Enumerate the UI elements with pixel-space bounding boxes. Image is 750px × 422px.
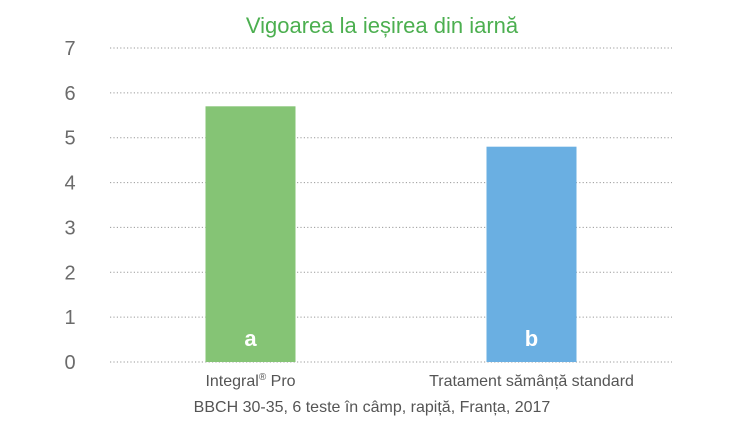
y-tick-label: 5 (64, 128, 75, 150)
x-axis-labels: Integral® Pro Tratament sămânță standard (205, 372, 633, 390)
y-axis-ticks: 0 1 2 3 4 5 6 7 (64, 38, 75, 374)
y-tick-label: 4 (64, 173, 75, 195)
bar (486, 146, 577, 362)
x-axis-label: BBCH 30-35, 6 teste în câmp, rapiță, Fra… (194, 399, 551, 416)
x-tick-label: Tratament sămânță standard (429, 373, 634, 390)
bar (205, 106, 296, 362)
y-tick-label: 3 (64, 217, 75, 239)
chart-title: Vigoarea la ieșirea din iarnă (246, 13, 519, 38)
y-tick-label: 7 (64, 38, 75, 60)
y-tick-label: 2 (64, 262, 75, 284)
y-tick-label: 1 (64, 307, 75, 329)
bar-letter-label: b (525, 326, 538, 351)
x-tick-label: Integral® Pro (205, 372, 295, 390)
y-tick-label: 6 (64, 83, 75, 105)
bar-letter-label: a (244, 326, 257, 351)
y-tick-label: 0 (64, 352, 75, 374)
gridlines (110, 47, 672, 363)
